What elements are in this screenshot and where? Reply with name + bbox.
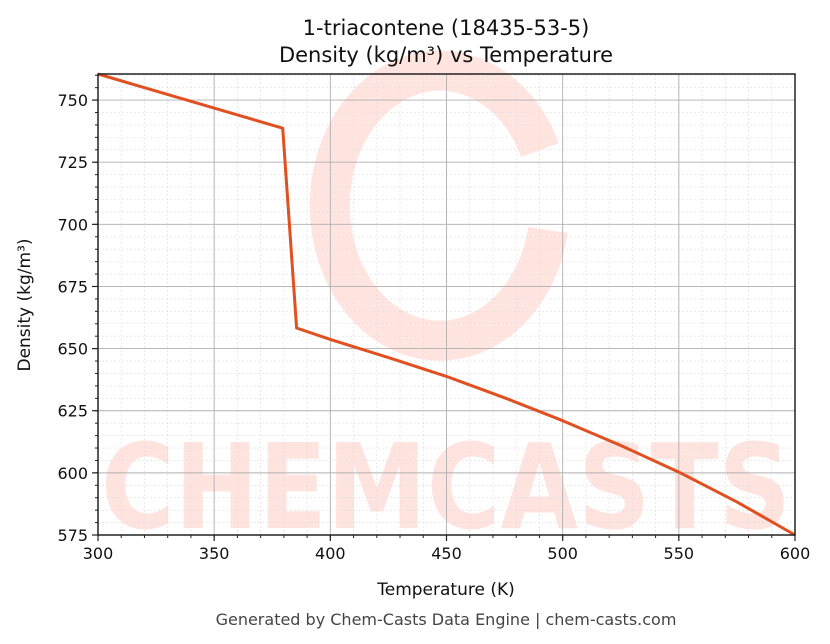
chart-title: 1-triacontene (18435-53-5) <box>303 16 590 40</box>
plot-frame <box>97 73 796 536</box>
x-tick-label: 600 <box>780 544 811 563</box>
watermark-text: CHEMCASTS <box>101 418 791 556</box>
y-tick-label: 650 <box>57 340 88 359</box>
x-axis-label: Temperature (K) <box>376 580 515 600</box>
x-tick-label: 550 <box>664 544 695 563</box>
density-series-line <box>97 72 796 537</box>
x-tick-label: 300 <box>83 544 114 563</box>
watermark-logo-icon <box>309 50 568 361</box>
x-tick-label: 500 <box>547 544 578 563</box>
y-tick-label: 700 <box>57 215 88 234</box>
y-axis-label: Density (kg/m³) <box>15 238 35 371</box>
chart-subtitle: Density (kg/m³) vs Temperature <box>279 43 613 67</box>
y-tick-label: 600 <box>57 464 88 483</box>
y-tick-label: 725 <box>57 153 88 172</box>
x-tick-label: 400 <box>315 544 346 563</box>
x-tick-label: 450 <box>431 544 462 563</box>
y-tick-label: 575 <box>57 526 88 545</box>
y-tick-label: 625 <box>57 402 88 421</box>
x-tick-label: 350 <box>199 544 230 563</box>
y-tick-label: 750 <box>57 91 88 110</box>
y-tick-label: 675 <box>57 277 88 296</box>
watermark: CHEMCASTS <box>101 50 791 556</box>
footer-credit: Generated by Chem-Casts Data Engine | ch… <box>216 610 677 629</box>
